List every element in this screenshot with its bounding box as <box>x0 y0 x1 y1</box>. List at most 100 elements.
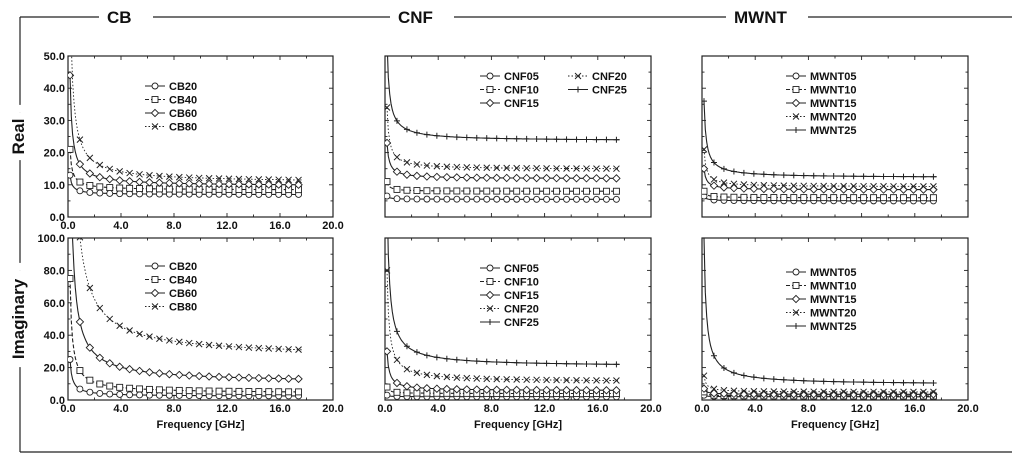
marker-square <box>850 194 858 202</box>
legend-item-cb40: CB40 <box>145 95 197 107</box>
marker-x <box>393 153 401 161</box>
marker-circle <box>543 195 551 203</box>
marker-x <box>195 340 203 348</box>
legend-label: MWNT05 <box>810 71 856 83</box>
panel-mwnt-imaginary: 0.0 4.0 8.0 12.0 16.0 20.0 Frequency [GHz] MWNT… <box>694 237 979 431</box>
marker-circle <box>513 195 521 203</box>
marker-x <box>423 371 431 379</box>
marker-plus <box>790 377 797 384</box>
marker-circle <box>136 391 144 399</box>
marker-plus <box>860 379 867 386</box>
marker-square <box>385 178 391 186</box>
marker-plus <box>810 172 817 179</box>
marker-plus <box>880 379 887 386</box>
marker-plus <box>920 173 927 180</box>
legend-label: MWNT05 <box>810 267 856 279</box>
marker-plus <box>413 349 420 356</box>
marker-x <box>790 388 798 395</box>
marker-x <box>443 373 451 381</box>
marker-diamond <box>244 180 254 189</box>
marker-x <box>96 304 104 312</box>
marker-diamond <box>502 385 511 395</box>
marker-x <box>275 176 283 184</box>
legend-label: CB40 <box>169 275 197 287</box>
marker-diamond <box>819 185 828 194</box>
marker-square <box>740 193 748 201</box>
y-tick-label: 40.0 <box>44 83 65 95</box>
marker-diamond <box>839 185 848 194</box>
marker-x <box>486 305 494 312</box>
marker-plus <box>553 360 560 367</box>
marker-plus <box>423 352 430 359</box>
marker-x <box>413 161 421 168</box>
marker-x <box>702 372 708 380</box>
marker-plus <box>850 379 857 386</box>
legend-item-mwnt20: MWNT20 <box>786 308 856 320</box>
marker-diamond <box>274 180 283 189</box>
marker-plus <box>463 357 470 364</box>
marker-square <box>443 187 451 195</box>
marker-plus <box>880 173 887 180</box>
marker-diamond <box>214 372 224 382</box>
marker-x <box>156 335 163 343</box>
marker-plus <box>750 374 757 381</box>
legend-item-mwnt20: MWNT20 <box>786 112 856 124</box>
marker-x <box>433 372 441 380</box>
marker-square <box>533 187 541 195</box>
group-title-cb: CB <box>107 8 132 27</box>
marker-circle <box>553 195 561 203</box>
marker-diamond <box>602 174 611 183</box>
marker-diamond <box>552 173 561 183</box>
marker-diamond <box>442 172 452 182</box>
marker-diamond <box>452 385 462 394</box>
marker-x <box>175 338 183 346</box>
marker-circle <box>96 389 104 397</box>
legend-item-cnf25: CNF25 <box>480 317 539 329</box>
marker-square <box>573 187 580 195</box>
marker-square <box>76 178 84 186</box>
marker-square <box>76 367 84 374</box>
marker-x <box>126 169 133 177</box>
marker-diamond <box>75 317 85 327</box>
x-tick-label: 20.0 <box>322 220 343 232</box>
marker-plus <box>760 171 767 178</box>
marker-diamond <box>204 179 214 189</box>
marker-square <box>702 187 708 195</box>
marker-plus <box>563 360 570 367</box>
marker-plus <box>393 117 400 124</box>
marker-square <box>245 388 253 395</box>
marker-diamond <box>452 173 462 182</box>
marker-plus <box>800 377 807 384</box>
marker-diamond <box>769 389 779 399</box>
marker-x <box>910 388 917 396</box>
legend-label: CNF15 <box>504 98 539 110</box>
marker-square <box>800 194 808 202</box>
marker-x <box>613 377 620 384</box>
marker-x <box>403 159 411 166</box>
marker-diamond <box>492 173 501 183</box>
marker-x <box>910 183 917 190</box>
marker-x <box>730 180 738 188</box>
legend-label: CNF10 <box>504 85 539 97</box>
y-tick-label: 80.0 <box>44 265 65 277</box>
marker-x <box>205 341 213 349</box>
series-mwnt25 <box>702 98 937 180</box>
legend-label: CB60 <box>169 288 197 300</box>
series-line <box>386 351 620 391</box>
marker-square <box>593 187 600 195</box>
marker-plus <box>890 173 897 180</box>
marker-diamond <box>472 385 482 394</box>
marker-diamond <box>402 382 412 391</box>
marker-square <box>583 187 590 195</box>
legend-label: MWNT10 <box>810 281 856 293</box>
marker-diamond <box>791 294 801 304</box>
marker-circle <box>473 195 481 203</box>
legend-label: MWNT20 <box>810 308 856 320</box>
marker-diamond <box>105 359 114 368</box>
marker-plus <box>920 379 927 386</box>
marker-x <box>920 388 927 396</box>
legend-item-mwnt10: MWNT10 <box>786 281 856 293</box>
marker-diamond <box>542 173 551 183</box>
